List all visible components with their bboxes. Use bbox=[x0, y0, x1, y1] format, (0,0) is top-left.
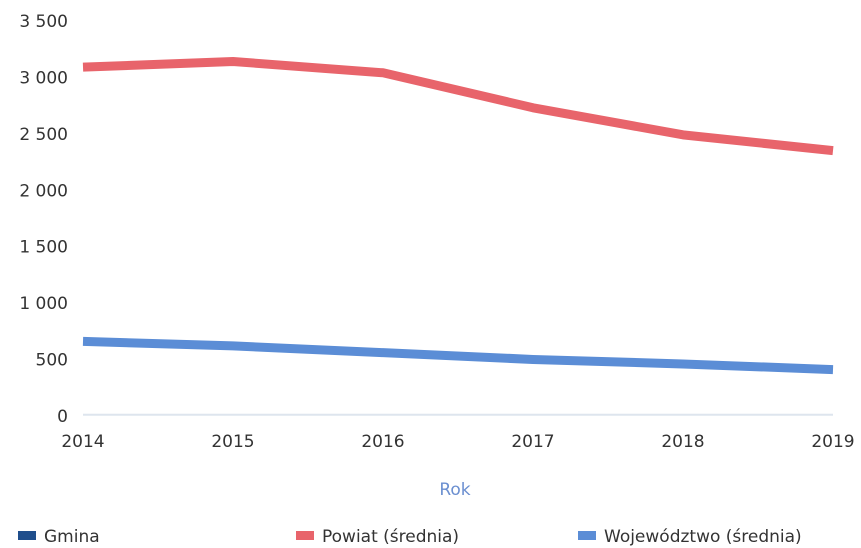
legend-swatch bbox=[296, 531, 314, 540]
y-tick-label: 0 bbox=[57, 407, 68, 427]
x-tick-label: 2018 bbox=[661, 432, 704, 452]
x-tick-label: 2019 bbox=[811, 432, 854, 452]
y-tick-label: 3 000 bbox=[19, 68, 68, 88]
legend-label: Województwo (średnia) bbox=[604, 527, 802, 547]
y-tick-label: 3 500 bbox=[19, 12, 68, 32]
y-tick-label: 500 bbox=[36, 351, 68, 371]
legend-swatch bbox=[578, 531, 596, 540]
legend-label: Powiat (średnia) bbox=[322, 527, 459, 547]
y-tick-label: 2 500 bbox=[19, 125, 68, 145]
legend-label: Gmina bbox=[44, 527, 100, 547]
x-axis-label: Rok bbox=[439, 480, 470, 500]
y-tick-label: 1 500 bbox=[19, 238, 68, 258]
x-tick-label: 2015 bbox=[211, 432, 254, 452]
y-tick-label: 2 000 bbox=[19, 181, 68, 201]
x-tick-label: 2014 bbox=[61, 432, 104, 452]
legend-swatch bbox=[18, 531, 36, 540]
x-tick-label: 2017 bbox=[511, 432, 554, 452]
series-line bbox=[82, 336, 834, 375]
x-tick-label: 2016 bbox=[361, 432, 404, 452]
series-line bbox=[82, 57, 834, 156]
y-tick-label: 1 000 bbox=[19, 294, 68, 314]
